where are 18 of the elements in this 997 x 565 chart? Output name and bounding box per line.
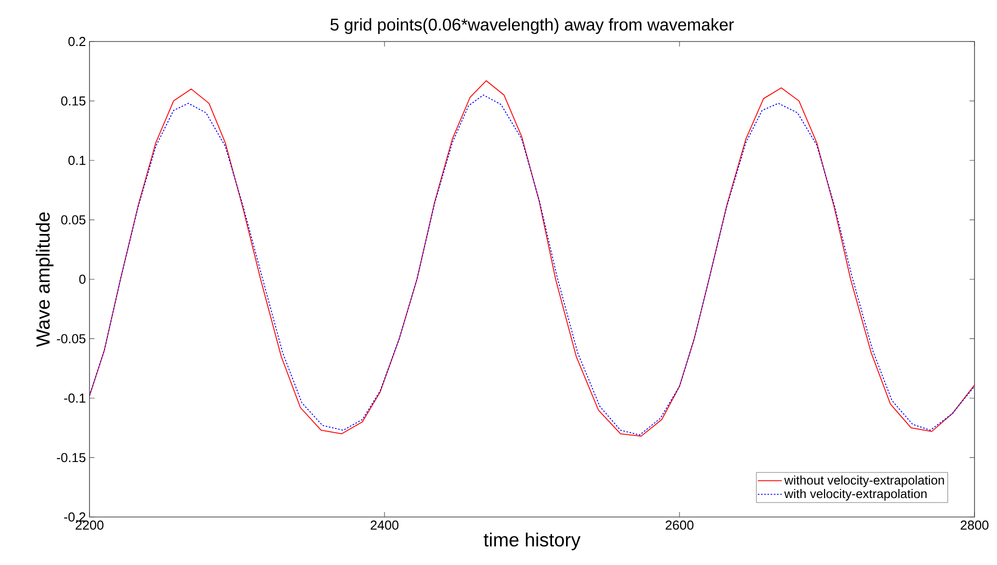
y-tick-label: 0 — [79, 274, 86, 284]
y-tick-label: 0.15 — [61, 96, 86, 106]
x-axis-title: time history — [484, 532, 581, 550]
y-tick-label: 0.1 — [68, 156, 86, 165]
y-tick-label: -0.15 — [56, 452, 86, 462]
y-tick-label: -0.05 — [56, 334, 86, 344]
x-tick-label: 2400 — [370, 520, 398, 530]
x-tick-label: 2800 — [960, 520, 988, 530]
legend-label: with velocity-extrapolation — [784, 488, 927, 501]
y-tick-label: 0.05 — [61, 215, 86, 224]
y-tick-label: -0.1 — [64, 394, 86, 403]
y-tick-label: -0.2 — [64, 512, 86, 522]
legend-label: without velocity-extrapolation — [784, 475, 944, 488]
x-tick-label: 2200 — [76, 520, 104, 530]
y-tick-label: 0.2 — [68, 36, 86, 46]
y-axis-title: Wave amplitude — [36, 212, 54, 347]
x-tick-label: 2600 — [666, 520, 694, 530]
chart-title: 5 grid points(0.06*wavelength) away from wavemaker — [330, 18, 734, 34]
